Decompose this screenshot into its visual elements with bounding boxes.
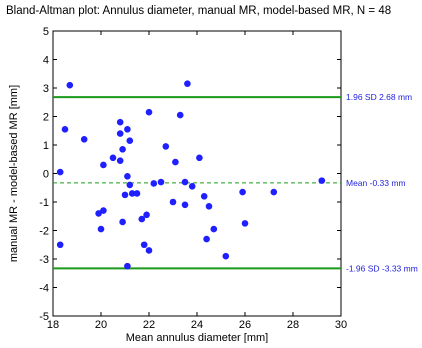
y-tick-label: -5 — [39, 311, 49, 323]
data-point — [205, 202, 213, 210]
data-point — [222, 252, 230, 260]
data-point — [116, 130, 124, 137]
chart-title: Bland-Altman plot: Annulus diameter, man… — [6, 5, 391, 17]
data-point — [124, 126, 131, 133]
data-point — [318, 177, 326, 184]
data-point — [162, 143, 170, 150]
data-point — [138, 215, 146, 223]
data-point — [61, 126, 69, 133]
data-point — [66, 81, 74, 89]
reference-line-label: -1.96 SD -3.33 mm — [346, 263, 418, 273]
data-point — [121, 191, 129, 199]
x-tick-label: 18 — [47, 319, 59, 331]
plot-area — [52, 30, 342, 317]
x-tick-label: 30 — [335, 319, 347, 331]
y-tick-label: 1 — [43, 140, 49, 152]
data-points — [56, 80, 326, 270]
y-axis-label: manual MR - model-based MR [mm] — [8, 85, 20, 262]
y-tick-label: -1 — [39, 197, 49, 209]
reference-line-label: Mean -0.33 mm — [346, 178, 406, 188]
data-point — [100, 161, 107, 169]
data-point — [169, 198, 177, 206]
data-point — [200, 193, 208, 200]
data-point — [172, 158, 179, 166]
x-tick-label: 20 — [95, 319, 107, 331]
data-point — [95, 210, 102, 217]
x-axis-label: Mean annulus diameter [mm] — [126, 332, 268, 343]
y-tick-label: 0 — [43, 169, 49, 181]
data-point — [145, 108, 153, 116]
data-point — [116, 157, 124, 164]
data-point — [109, 154, 117, 162]
y-tick-label: 4 — [43, 55, 49, 67]
y-tick-label: -4 — [39, 283, 49, 295]
y-tick-label: 5 — [43, 26, 49, 38]
data-point — [150, 180, 158, 187]
data-point — [270, 188, 278, 196]
data-point — [128, 190, 136, 197]
data-point — [56, 241, 64, 249]
data-point — [188, 183, 196, 190]
data-point — [241, 220, 249, 227]
x-tick-label: 28 — [287, 319, 299, 331]
data-point — [210, 225, 218, 233]
reference-lines — [53, 96, 341, 270]
x-tick-label: 26 — [239, 319, 251, 331]
data-point — [196, 154, 203, 162]
data-point — [143, 211, 150, 219]
data-point — [181, 178, 189, 186]
data-point — [140, 241, 148, 249]
axis-ticks: 18 20 22 24 26 28 30 -5 -4 -3 -2 -1 0 1 2 3 4 5 — [39, 26, 347, 331]
data-point — [124, 262, 131, 270]
data-point — [184, 80, 191, 88]
data-point — [126, 137, 134, 145]
data-point — [239, 188, 246, 196]
data-point — [157, 178, 165, 186]
data-point — [119, 145, 126, 153]
data-point — [116, 118, 124, 126]
reference-line-labels: 1.96 SD 2.68 mm Mean -0.33 mm -1.96 SD -3.… — [346, 92, 418, 273]
data-point — [56, 168, 64, 176]
data-point — [133, 190, 141, 197]
data-point — [181, 201, 189, 209]
y-tick-label: 2 — [43, 112, 49, 124]
data-point — [124, 173, 131, 180]
x-tick-label: 22 — [143, 319, 155, 331]
data-point — [80, 136, 88, 143]
data-point — [100, 207, 107, 214]
data-point — [176, 111, 184, 119]
data-point — [119, 218, 126, 226]
y-tick-label: 3 — [43, 83, 49, 95]
data-point — [97, 225, 105, 233]
data-point — [203, 235, 210, 243]
x-tick-label: 24 — [191, 319, 203, 331]
y-tick-label: -2 — [39, 226, 49, 238]
y-tick-label: -3 — [39, 254, 49, 266]
data-point — [126, 181, 134, 189]
reference-line-label: 1.96 SD 2.68 mm — [346, 92, 412, 102]
data-point — [145, 247, 153, 254]
